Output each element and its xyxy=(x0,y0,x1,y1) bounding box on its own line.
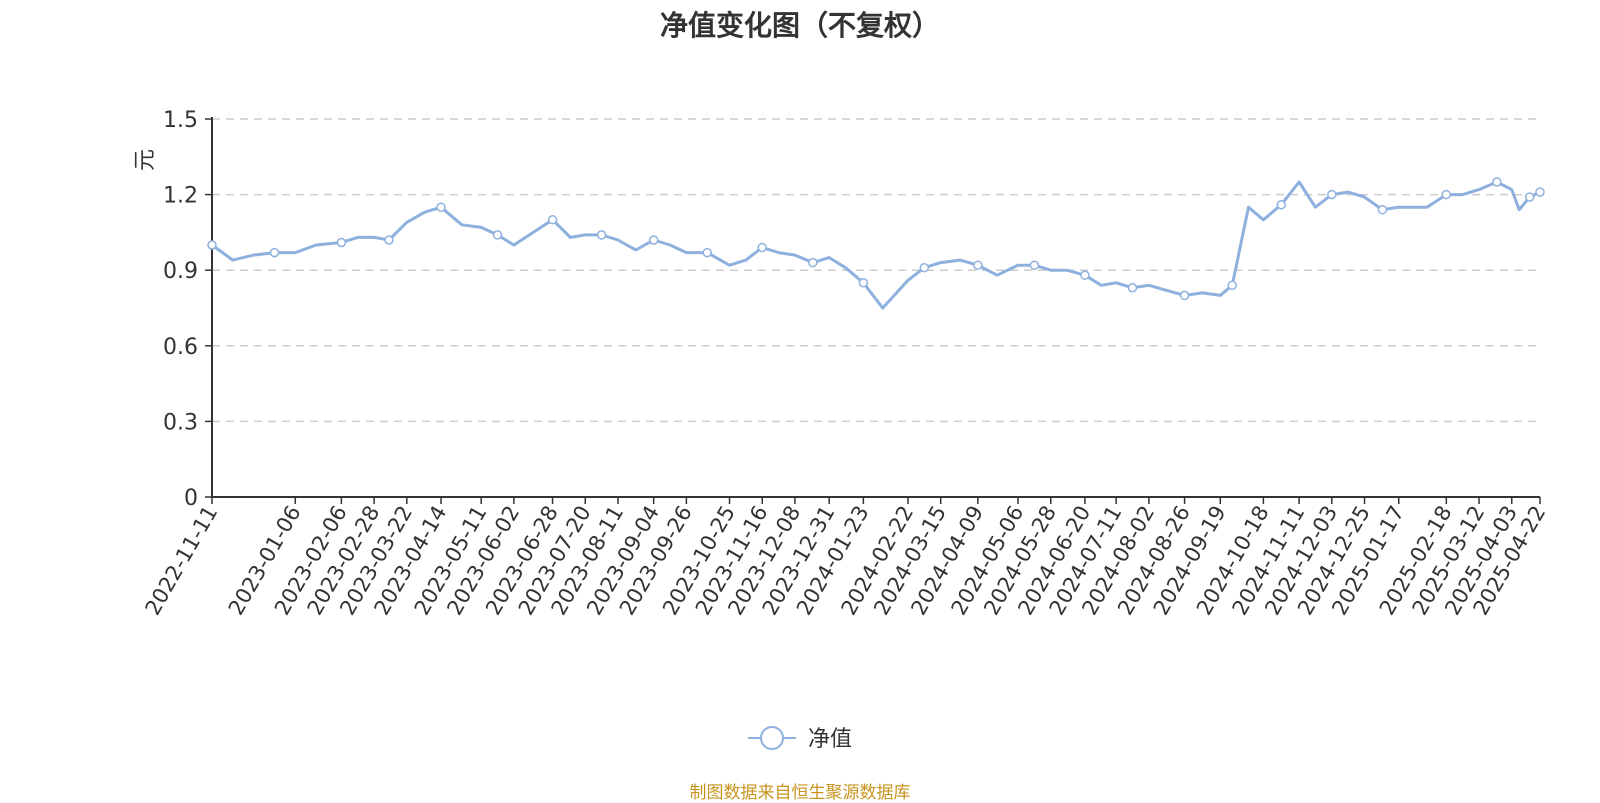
x-axis-ticks: 2022-11-11 2023-01-062023-02-062023-02-28… xyxy=(141,497,1550,620)
x-tick-label: 2022-11-11 xyxy=(141,502,223,620)
data-point[interactable] xyxy=(207,240,217,250)
data-point[interactable] xyxy=(919,262,930,273)
data-point[interactable] xyxy=(1179,290,1190,301)
data-point[interactable] xyxy=(547,215,558,225)
series-line-net-value xyxy=(210,180,1542,310)
data-point[interactable] xyxy=(1276,199,1286,210)
y-tick-label: 0.3 xyxy=(163,410,198,435)
y-tick-label: 0.9 xyxy=(163,259,198,284)
data-point[interactable] xyxy=(269,247,280,258)
y-gridlines xyxy=(212,118,1540,423)
data-point[interactable] xyxy=(1227,280,1237,291)
chart-title: 净值变化图（不复权） xyxy=(659,9,940,42)
legend-marker xyxy=(760,726,784,750)
y-axis-label: 元 xyxy=(133,149,158,171)
legend-label-net-value: 净值 xyxy=(808,727,852,752)
data-point[interactable] xyxy=(1524,192,1535,202)
y-tick-label: 1.5 xyxy=(163,108,198,133)
y-axis-ticks: 0 0.3 0.6 0.9 1.2 1.5 xyxy=(163,108,212,511)
data-point[interactable] xyxy=(1327,189,1337,200)
data-point[interactable] xyxy=(1377,204,1388,215)
axes xyxy=(211,117,1540,498)
source-note: 制图数据来自恒生聚源数据库 xyxy=(689,783,911,803)
series-layer xyxy=(207,177,1545,310)
data-point[interactable] xyxy=(702,247,712,258)
y-tick-label: 0.6 xyxy=(163,335,198,360)
y-tick-label: 0 xyxy=(184,486,198,511)
data-point[interactable] xyxy=(336,237,347,248)
data-point[interactable] xyxy=(596,230,607,240)
data-point[interactable] xyxy=(436,202,446,212)
data-point[interactable] xyxy=(1535,187,1545,197)
data-point[interactable] xyxy=(1441,189,1452,200)
data-point[interactable] xyxy=(757,242,767,253)
data-point[interactable] xyxy=(1127,283,1138,293)
data-point[interactable] xyxy=(858,278,869,288)
data-point[interactable] xyxy=(973,260,983,270)
data-point[interactable] xyxy=(492,230,503,240)
data-point[interactable] xyxy=(1492,177,1502,187)
data-point[interactable] xyxy=(1029,260,1040,270)
y-tick-label: 1.2 xyxy=(163,184,198,209)
data-point[interactable] xyxy=(648,235,659,245)
data-point[interactable] xyxy=(1080,270,1090,280)
data-point[interactable] xyxy=(808,257,818,268)
legend[interactable]: 净值 xyxy=(748,726,852,752)
data-point[interactable] xyxy=(384,235,394,245)
